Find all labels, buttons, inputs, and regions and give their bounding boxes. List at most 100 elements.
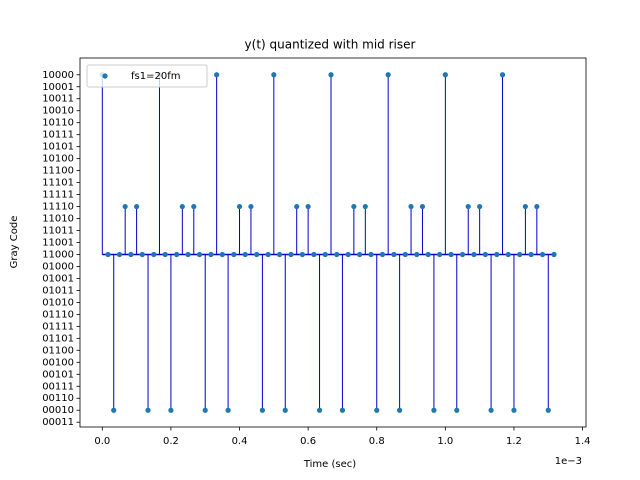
x-axis-label: Time (sec): [303, 459, 356, 470]
stem-marker: [134, 203, 140, 210]
y-tick-label: 10110: [42, 118, 74, 129]
stem-marker: [191, 203, 197, 210]
stem-marker: [477, 203, 483, 210]
y-tick-label: 00011: [42, 417, 74, 428]
stem-marker: [242, 251, 248, 258]
stem-marker: [208, 251, 214, 258]
x-tick-label: 0.0: [94, 436, 110, 447]
stem-marker: [459, 251, 466, 258]
stem-marker: [419, 203, 426, 210]
stem-marker: [151, 251, 157, 258]
y-tick-label: 11110: [42, 202, 74, 213]
stem-marker: [339, 407, 346, 413]
stem-marker: [414, 251, 420, 258]
stem-marker: [294, 203, 300, 210]
y-tick-label: 01111: [42, 321, 74, 332]
stem-marker: [254, 251, 260, 258]
stem-marker: [316, 407, 323, 413]
x-tick-label: 0.8: [369, 436, 385, 447]
x-tick-label: 1.0: [437, 436, 453, 447]
y-tick-label: 10000: [42, 70, 74, 81]
y-tick-label: 00101: [42, 369, 74, 380]
y-tick-label: 00110: [42, 393, 74, 404]
stem-marker: [534, 203, 540, 210]
stem-marker: [174, 251, 180, 258]
stem-marker: [231, 251, 237, 258]
y-tick-label: 11111: [42, 190, 74, 201]
stem-marker: [322, 251, 328, 258]
y-tick-label: 11010: [42, 214, 74, 225]
x-tick-label: 1.4: [575, 436, 591, 447]
legend-frame: [86, 64, 208, 88]
stem-marker: [454, 407, 460, 413]
stem-marker: [408, 203, 414, 210]
legend-marker: [102, 73, 108, 79]
stem-marker: [356, 251, 363, 258]
stem-marker: [248, 203, 254, 210]
stem-marker: [539, 251, 546, 258]
stem-marker: [105, 251, 111, 258]
stem-marker: [202, 407, 208, 413]
stem-marker: [236, 203, 243, 210]
stem-marker: [282, 407, 288, 413]
y-tick-label: 11011: [42, 226, 74, 237]
stem-marker: [448, 251, 454, 258]
y-tick-label: 10010: [42, 106, 74, 117]
y-tick-label: 11100: [42, 166, 74, 177]
stem-marker: [499, 72, 506, 78]
legend-label: fs1=20fm: [131, 71, 180, 82]
stem-marker: [551, 251, 557, 258]
y-tick-label: 10111: [42, 130, 74, 141]
stem-marker: [116, 251, 123, 258]
stem-marker: [214, 72, 220, 78]
stem-marker: [391, 251, 397, 258]
legend: fs1=20fm: [86, 64, 208, 88]
stem-marker: [139, 251, 145, 258]
x-tick-label: 0.4: [232, 436, 248, 447]
stem-marker: [334, 251, 340, 258]
stem-marker: [328, 72, 334, 78]
stem-marker: [162, 251, 168, 258]
stem-marker: [517, 251, 523, 258]
stem-marker: [276, 251, 283, 258]
y-tick-label: 00111: [42, 381, 74, 392]
y-tick-label: 10101: [42, 142, 74, 153]
stem-marker: [374, 407, 380, 413]
y-tick-label: 01010: [42, 297, 74, 308]
stem-marker: [265, 251, 271, 258]
stem-marker: [402, 251, 408, 258]
y-tick-label: 10011: [42, 94, 74, 105]
stem-marker: [271, 72, 277, 78]
stem-marker: [196, 251, 203, 258]
stem-marker: [368, 251, 374, 258]
stem-marker: [305, 203, 311, 210]
stem-marker: [225, 407, 231, 413]
y-tick-label: 10100: [42, 154, 74, 165]
stem-marker: [511, 407, 517, 413]
stem-marker: [545, 407, 551, 413]
stem-marker: [111, 407, 117, 413]
stem-marker: [431, 407, 437, 413]
stem-marker: [185, 251, 191, 258]
stem-marker: [397, 407, 403, 413]
stem-marker: [311, 251, 317, 258]
y-tick-label: 01100: [42, 345, 74, 356]
chart-title: y(t) quantized with mid riser: [245, 38, 416, 52]
stem-marker: [471, 251, 477, 258]
stem-marker: [362, 203, 368, 210]
y-tick-label: 01101: [42, 333, 74, 344]
stem-marker: [522, 203, 528, 210]
stem-marker: [425, 251, 431, 258]
y-axis-label: Gray Code: [9, 216, 20, 269]
y-tick-label: 00010: [42, 405, 74, 416]
stem-marker: [288, 251, 294, 258]
stem-marker: [179, 203, 185, 210]
x-tick-label: 1.2: [506, 436, 522, 447]
stem-marker: [437, 251, 443, 258]
stem-marker: [528, 251, 534, 258]
stem-marker: [379, 251, 386, 258]
stem-marker: [168, 407, 174, 413]
y-tick-label: 01110: [42, 309, 74, 320]
stem-marker: [442, 72, 448, 78]
